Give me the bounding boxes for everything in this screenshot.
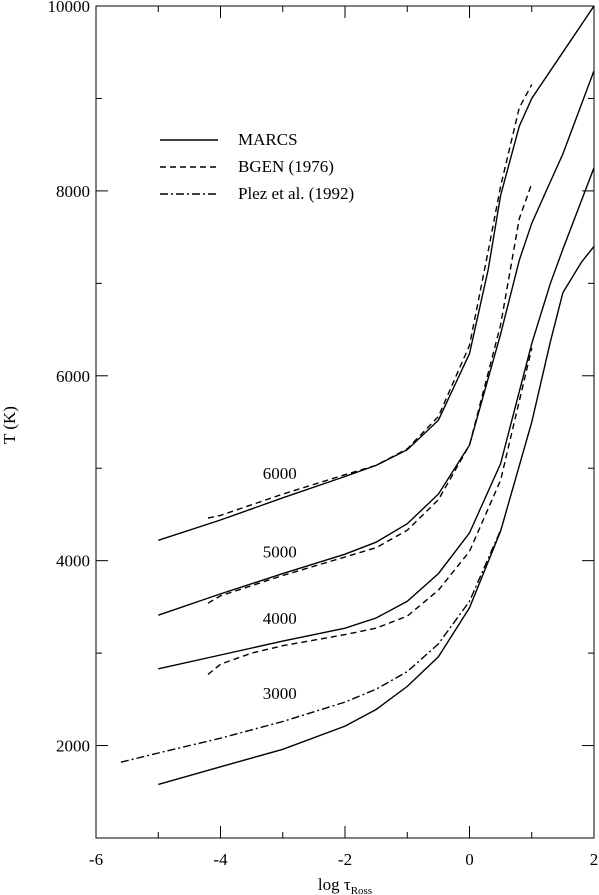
legend-label-dashdot: Plez et al. (1992)	[238, 184, 354, 203]
x-tick-label: -2	[338, 850, 352, 869]
legend: MARCS BGEN (1976) Plez et al. (1992)	[160, 130, 354, 203]
y-tick-label: 8000	[56, 182, 90, 201]
plot-frame	[95, 5, 595, 839]
y-tick-label: 4000	[56, 552, 90, 571]
x-axis-label: log τRoss	[318, 875, 372, 895]
series-solid-line-2	[158, 167, 594, 670]
axis-tick-labels: -6 -4 -2 0 2 2000 4000 6000 8000 10000	[48, 0, 599, 869]
curves	[120, 6, 594, 786]
series-dashed-line-4	[207, 84, 533, 519]
y-tick-label: 6000	[56, 367, 90, 386]
x-tick-label: 0	[465, 850, 474, 869]
curve-annotations: 6000 5000 4000 3000	[263, 464, 297, 703]
curve-label-3000: 3000	[263, 684, 297, 703]
x-tick-label: -6	[89, 850, 103, 869]
series-solid-line-0	[158, 6, 594, 541]
x-tick-label: -4	[213, 850, 228, 869]
series-dashed-line-5	[207, 183, 533, 604]
legend-label-solid: MARCS	[238, 130, 298, 149]
series-solid-line-1	[158, 70, 594, 616]
series-dashdot-line-7	[120, 529, 502, 763]
plot-area-border	[95, 5, 595, 839]
curve-label-4000: 4000	[263, 609, 297, 628]
curve-label-5000: 5000	[263, 542, 297, 561]
y-tick-label: 2000	[56, 737, 90, 756]
y-tick-label: 10000	[48, 0, 91, 16]
x-tick-label: 2	[590, 850, 599, 869]
x-axis-label-subscript: Ross	[351, 885, 372, 895]
x-axis-label-main: log τ	[318, 875, 351, 894]
axis-ticks	[95, 5, 595, 839]
curve-label-6000: 6000	[263, 464, 297, 483]
series-solid-line-3	[158, 245, 594, 786]
series-dashed-line-6	[207, 347, 533, 675]
y-axis-label: T (K)	[0, 406, 19, 444]
legend-label-dashed: BGEN (1976)	[238, 157, 334, 176]
